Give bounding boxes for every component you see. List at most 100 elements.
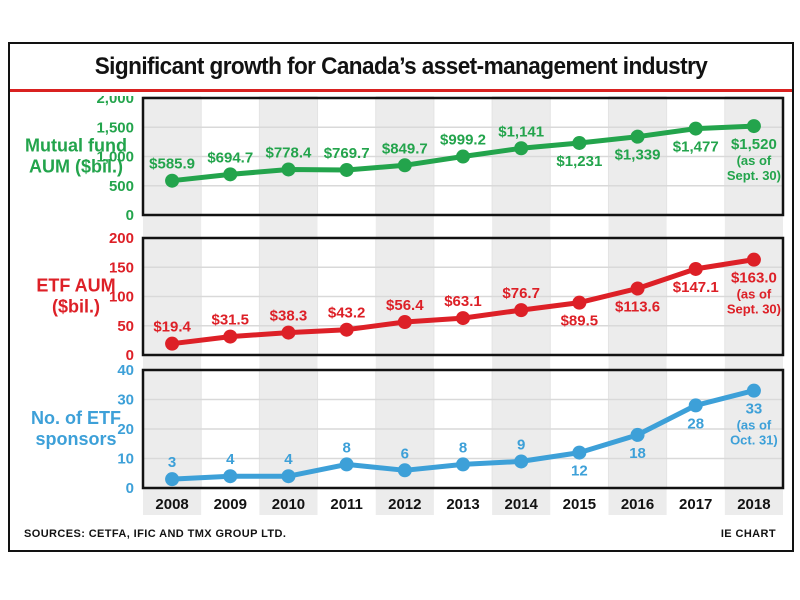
- x-label-2018: 2018: [737, 496, 770, 513]
- sources-label: SOURCES: CETFA, IFIC AND TMX GROUP LTD.: [24, 528, 287, 540]
- data-point-2012: [397, 315, 412, 330]
- data-point-2018: [746, 119, 761, 134]
- value-label-2012: 6: [401, 445, 409, 462]
- chart-green: $585.9 $694.7 $778.4 $769.7 $849.7 $999.2 $1,1…: [25, 96, 785, 224]
- value-label-2017: $1,477: [673, 139, 719, 156]
- value-label-2008: $19.4: [153, 319, 191, 336]
- title-underline-rule: [10, 89, 792, 92]
- data-point-2009: [223, 167, 238, 182]
- value-label-2009: $31.5: [211, 312, 249, 329]
- data-point-2015: [572, 445, 587, 460]
- x-label-2010: 2010: [272, 496, 305, 513]
- value-label-2018: 33: [746, 401, 763, 418]
- data-point-2018: [746, 383, 761, 398]
- year-band-2008: [143, 96, 202, 515]
- data-point-2016: [630, 427, 645, 442]
- data-point-2014: [514, 454, 529, 469]
- x-axis-labels: 2008 2009 2010 2011 2012 2013 2014 2015 2016 2017…: [155, 496, 770, 513]
- data-point-2009: [223, 329, 238, 344]
- x-label-2009: 2009: [214, 496, 247, 513]
- y-tick-label: 0: [126, 207, 134, 224]
- chart-row-label-line: ETF AUM: [36, 276, 115, 296]
- as-of-note-line: (as of: [737, 287, 772, 302]
- data-point-2011: [339, 322, 354, 337]
- chart-row-label-line: ($bil.): [52, 297, 100, 317]
- data-point-2008: [165, 173, 180, 188]
- data-point-2017: [688, 261, 703, 276]
- x-label-2012: 2012: [388, 496, 421, 513]
- y-tick-label: 30: [117, 392, 134, 409]
- y-tick-label: 0: [126, 347, 134, 364]
- y-tick-label: 0: [126, 480, 134, 497]
- x-label-2014: 2014: [504, 496, 538, 513]
- as-of-note-line: (as of: [737, 418, 772, 433]
- value-label-2015: $89.5: [561, 313, 599, 330]
- x-label-2008: 2008: [155, 496, 188, 513]
- charts-canvas: $585.9 $694.7 $778.4 $769.7 $849.7 $999.2 $1,1…: [25, 96, 785, 515]
- x-label-2017: 2017: [679, 496, 712, 513]
- data-point-2016: [630, 129, 645, 144]
- credit-label: IE CHART: [720, 528, 776, 540]
- y-tick-label: 150: [109, 259, 134, 276]
- value-label-2011: $769.7: [324, 145, 370, 162]
- chart-row-label-line: No. of ETF: [31, 408, 121, 428]
- value-label-2015: $1,231: [556, 153, 602, 170]
- as-of-note-line: (as of: [737, 153, 772, 168]
- page-title: Significant growth for Canada’s asset-ma…: [94, 53, 708, 80]
- data-point-2016: [630, 281, 645, 296]
- y-tick-label: 50: [117, 318, 134, 335]
- value-label-2008: 3: [168, 454, 176, 471]
- data-point-2013: [456, 457, 470, 472]
- plot-border: [141, 368, 785, 490]
- as-of-note-line: Oct. 31): [730, 433, 778, 448]
- y-tick-label: 20: [117, 421, 134, 438]
- data-point-2018: [746, 252, 761, 267]
- data-point-2014: [514, 303, 529, 318]
- y-tick-label: 40: [117, 362, 134, 379]
- data-point-2015: [572, 295, 587, 310]
- y-tick-label: 1,000: [96, 149, 134, 166]
- y-tick-label: 500: [109, 178, 134, 195]
- plot-border: [141, 236, 785, 357]
- x-label-2013: 2013: [446, 496, 479, 513]
- value-label-2013: $999.2: [440, 132, 486, 149]
- data-point-2012: [397, 463, 412, 478]
- value-label-2013: 8: [459, 439, 467, 456]
- x-label-2016: 2016: [621, 496, 654, 513]
- value-label-2018: $163.0: [731, 270, 777, 287]
- value-label-2011: $43.2: [328, 305, 366, 322]
- value-label-2010: $38.3: [270, 308, 308, 325]
- chart-red: $19.4 $31.5 $38.3 $43.2 $56.4 $63.1 $76.7 $89.5…: [36, 230, 785, 364]
- year-bands: [143, 96, 783, 515]
- plot-border: [141, 96, 785, 217]
- data-point-2015: [572, 135, 587, 150]
- value-label-2009: 4: [226, 451, 235, 468]
- value-label-2010: 4: [284, 451, 293, 468]
- data-point-2017: [688, 121, 703, 136]
- data-point-2010: [281, 325, 296, 340]
- value-label-2016: $1,339: [615, 147, 661, 164]
- as-of-note-line: Sept. 30): [727, 168, 781, 183]
- value-label-2014: $76.7: [502, 285, 540, 302]
- value-label-2017: 28: [687, 415, 704, 432]
- y-tick-label: 10: [117, 451, 134, 468]
- data-point-2009: [223, 469, 238, 484]
- value-label-2010: $778.4: [266, 144, 313, 161]
- data-point-2013: [456, 149, 470, 164]
- data-point-2010: [281, 162, 296, 177]
- as-of-note-line: Sept. 30): [727, 302, 781, 317]
- y-tick-label: 2,000: [96, 96, 134, 107]
- year-band-2018: [724, 96, 783, 515]
- x-label-2011: 2011: [330, 496, 363, 513]
- x-label-2015: 2015: [563, 496, 596, 513]
- year-band-2016: [608, 96, 667, 515]
- value-label-2014: $1,141: [498, 123, 544, 140]
- data-point-2017: [688, 398, 703, 413]
- data-point-2008: [165, 472, 180, 487]
- data-point-2008: [165, 336, 180, 351]
- data-point-2014: [514, 141, 529, 156]
- chart-row-label-line: sponsors: [35, 429, 116, 449]
- value-label-2016: $113.6: [615, 299, 660, 316]
- data-point-2011: [339, 162, 354, 177]
